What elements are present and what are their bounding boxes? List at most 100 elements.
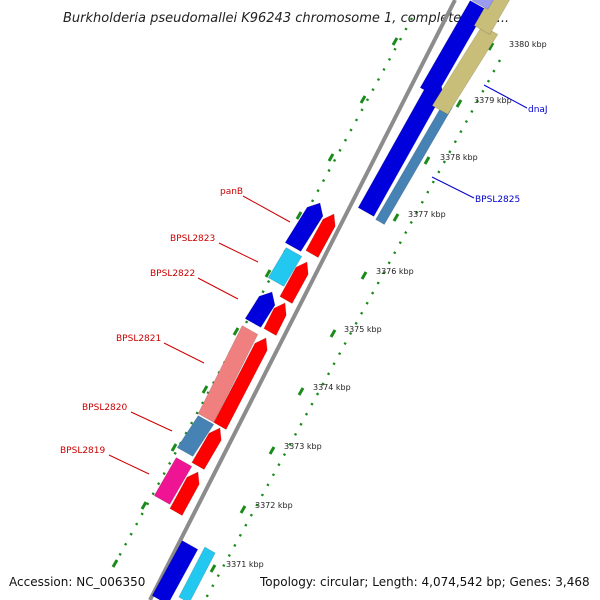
tick-dot (382, 271, 386, 275)
tick-dot (481, 89, 485, 93)
major-tick (232, 327, 240, 336)
summary-text: Topology: circular; Length: 4,074,542 bp… (259, 575, 590, 589)
tick-dot (266, 483, 270, 487)
tick-dot (249, 513, 253, 517)
gene-feature[interactable] (279, 261, 309, 305)
gene-features (151, 0, 513, 600)
major-tick (327, 153, 335, 162)
tick-dot (310, 199, 315, 203)
gene-label-bpsl2819[interactable]: BPSL2819 (60, 446, 106, 456)
tick-dot (310, 402, 314, 406)
tick-dot (212, 381, 216, 385)
major-tick (455, 99, 463, 108)
tick-dot (271, 473, 276, 477)
tick-dot (426, 190, 430, 194)
tick-dot (343, 138, 348, 142)
gene-feature[interactable] (305, 213, 336, 259)
tick-dot (162, 471, 166, 476)
major-tick (201, 385, 209, 394)
tick-dot (453, 140, 457, 144)
gene-feature[interactable] (471, 0, 503, 10)
accession-text: Accession: NC_006350 (9, 575, 145, 589)
tick-dot (316, 189, 320, 193)
tick-dot (238, 533, 242, 537)
major-tick (423, 156, 431, 165)
tick-dot (415, 210, 419, 214)
kbp-label: 3376 kbp (376, 267, 414, 276)
map-title: Burkholderia pseudomallei K96243 chromos… (63, 11, 509, 26)
gene-feature[interactable] (191, 427, 222, 471)
tick-dot (448, 150, 452, 154)
tick-dot (371, 88, 375, 92)
tick-dot (349, 331, 353, 335)
tick-dot (124, 542, 128, 546)
tick-dot (157, 482, 161, 486)
tick-dot (288, 442, 292, 447)
gene-label-bpsl2823[interactable]: BPSL2823 (170, 234, 215, 244)
right-gene-labels: dnaJ BPSL2825 (431, 84, 548, 205)
tick-dot (205, 594, 209, 598)
gene-feature[interactable] (176, 415, 215, 457)
tick-dot (492, 69, 496, 73)
major-tick (264, 269, 272, 278)
gene-feature[interactable] (153, 457, 193, 505)
major-tick (295, 211, 303, 220)
gene-feature[interactable] (244, 291, 276, 328)
kbp-label: 3377 kbp (408, 210, 446, 219)
kbp-label: 3375 kbp (344, 325, 382, 334)
tick-dot (332, 158, 337, 162)
tick-dot (332, 362, 336, 366)
tick-dot (277, 463, 281, 467)
gene-feature[interactable] (263, 302, 287, 337)
leader-line (431, 176, 475, 199)
gene-feature[interactable] (213, 337, 268, 431)
tick-dot (304, 412, 309, 416)
tick-dot (151, 492, 155, 496)
tick-dot (168, 461, 172, 466)
leader-line (197, 277, 239, 300)
gene-feature[interactable] (267, 247, 303, 287)
tick-dot (326, 372, 331, 376)
gene-label-bpsl2820[interactable]: BPSL2820 (82, 403, 128, 413)
kbp-label: 3373 kbp (284, 442, 322, 451)
tick-dot (360, 311, 364, 315)
tick-dot (338, 148, 342, 152)
tick-dot (260, 493, 264, 497)
tick-dot (173, 451, 177, 455)
gene-feature[interactable] (169, 471, 200, 517)
gene-feature[interactable] (284, 202, 324, 252)
tick-dot (393, 251, 397, 255)
tick-dot (315, 392, 320, 396)
gene-feature[interactable] (197, 325, 259, 423)
tick-dot (420, 200, 424, 204)
tick-dot (371, 291, 375, 295)
leader-line (108, 454, 150, 475)
major-tick (329, 329, 337, 338)
gene-label-bpsl2825[interactable]: BPSL2825 (475, 195, 520, 205)
major-tick (487, 42, 495, 51)
gene-feature[interactable] (375, 101, 453, 226)
gene-label-dnaj[interactable]: dnaJ (528, 105, 548, 115)
tick-dot (245, 320, 249, 324)
gene-label-panb[interactable]: panB (220, 187, 243, 197)
gene-label-bpsl2821[interactable]: BPSL2821 (116, 334, 161, 344)
tick-dot (459, 130, 463, 134)
tick-dot (409, 17, 414, 21)
tick-dot (475, 99, 479, 103)
tick-dot (387, 261, 391, 265)
gene-feature[interactable] (431, 25, 499, 115)
tick-dot (409, 220, 413, 225)
major-tick (111, 559, 119, 568)
gene-label-bpsl2822[interactable]: BPSL2822 (150, 269, 195, 279)
kbp-label: 3378 kbp (440, 153, 478, 162)
tick-dot (140, 512, 144, 516)
leader-line (163, 342, 205, 364)
gene-feature[interactable] (473, 0, 513, 35)
tick-dot (382, 67, 386, 71)
gene-feature[interactable] (178, 546, 216, 600)
tick-dot (216, 574, 220, 578)
gene-feature[interactable] (151, 540, 199, 600)
tick-dot (376, 78, 381, 82)
tick-dot (299, 422, 303, 426)
